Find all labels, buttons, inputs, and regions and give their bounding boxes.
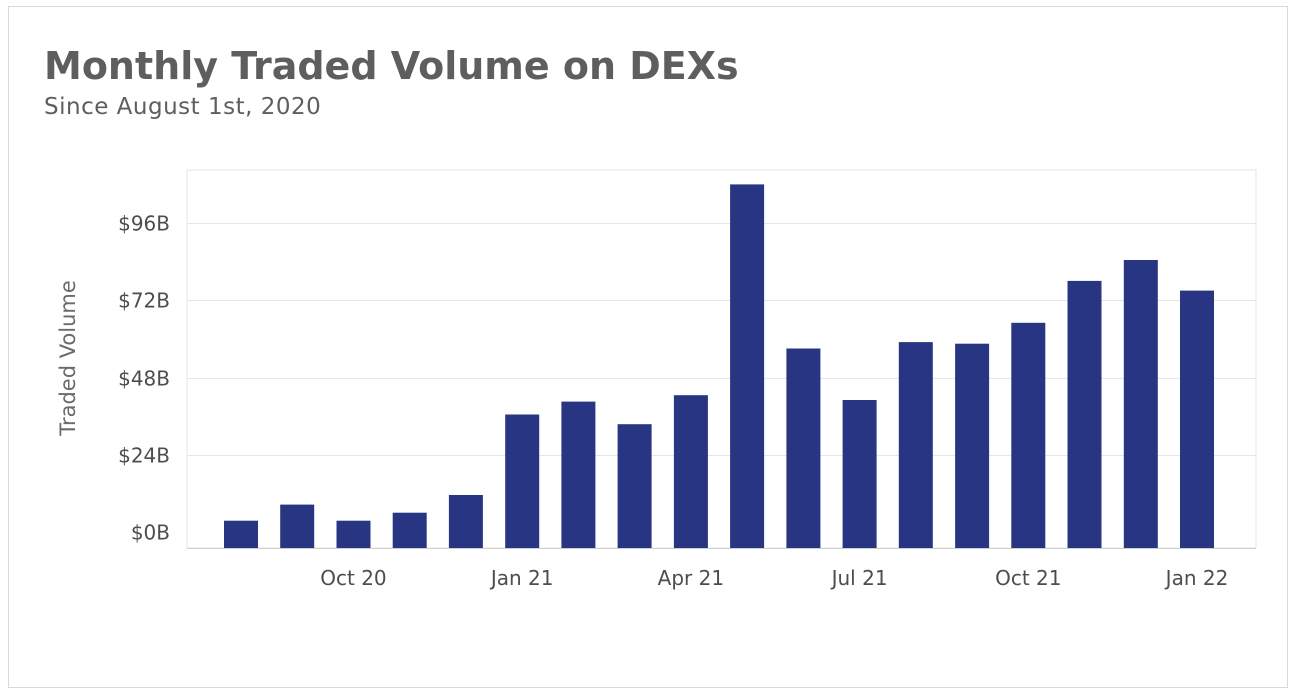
bar-apr-21 xyxy=(673,395,708,548)
bar-jan-21 xyxy=(505,414,540,548)
y-tick-label: $48B xyxy=(118,367,170,391)
x-tick-label: Jan 21 xyxy=(489,566,554,590)
bar-jul-21 xyxy=(842,400,877,548)
bar-sep-21 xyxy=(955,343,990,548)
y-tick-label: $96B xyxy=(118,212,170,236)
axis-layer: $0B $24B $48B $72B $96B Oct 20 Jan 21 Apr 21 Jul… xyxy=(118,212,1256,590)
bar-dec-21 xyxy=(1123,260,1158,548)
x-tick-label: Oct 21 xyxy=(995,566,1061,590)
y-tick-label: $72B xyxy=(118,289,170,313)
y-tick-label: $0B xyxy=(131,521,170,545)
y-axis-label: Traded Volume xyxy=(56,280,80,437)
x-tick-label: Jul 21 xyxy=(830,566,888,590)
bar-aug-21 xyxy=(898,342,933,548)
bar-nov-21 xyxy=(1067,280,1102,548)
bar-may-21 xyxy=(730,184,765,548)
chart-title: Monthly Traded Volume on DEXs xyxy=(44,44,739,88)
bar-nov-20 xyxy=(392,512,427,548)
chart-subtitle: Since August 1st, 2020 xyxy=(44,94,322,120)
bar-aug-20 xyxy=(224,520,258,548)
bar-feb-21 xyxy=(561,401,596,548)
bar-mar-21 xyxy=(617,424,652,548)
x-tick-label: Oct 20 xyxy=(320,566,386,590)
bar-dec-20 xyxy=(448,495,483,548)
bar-layer xyxy=(224,184,1214,548)
bar-jan-22 xyxy=(1180,290,1214,548)
bar-oct-21 xyxy=(1011,322,1046,548)
y-tick-label: $24B xyxy=(118,444,170,468)
bar-sep-20 xyxy=(280,504,315,548)
x-tick-label: Jan 22 xyxy=(1164,566,1229,590)
x-tick-label: Apr 21 xyxy=(658,566,724,590)
bar-jun-21 xyxy=(786,348,821,548)
bar-oct-20 xyxy=(336,520,371,548)
